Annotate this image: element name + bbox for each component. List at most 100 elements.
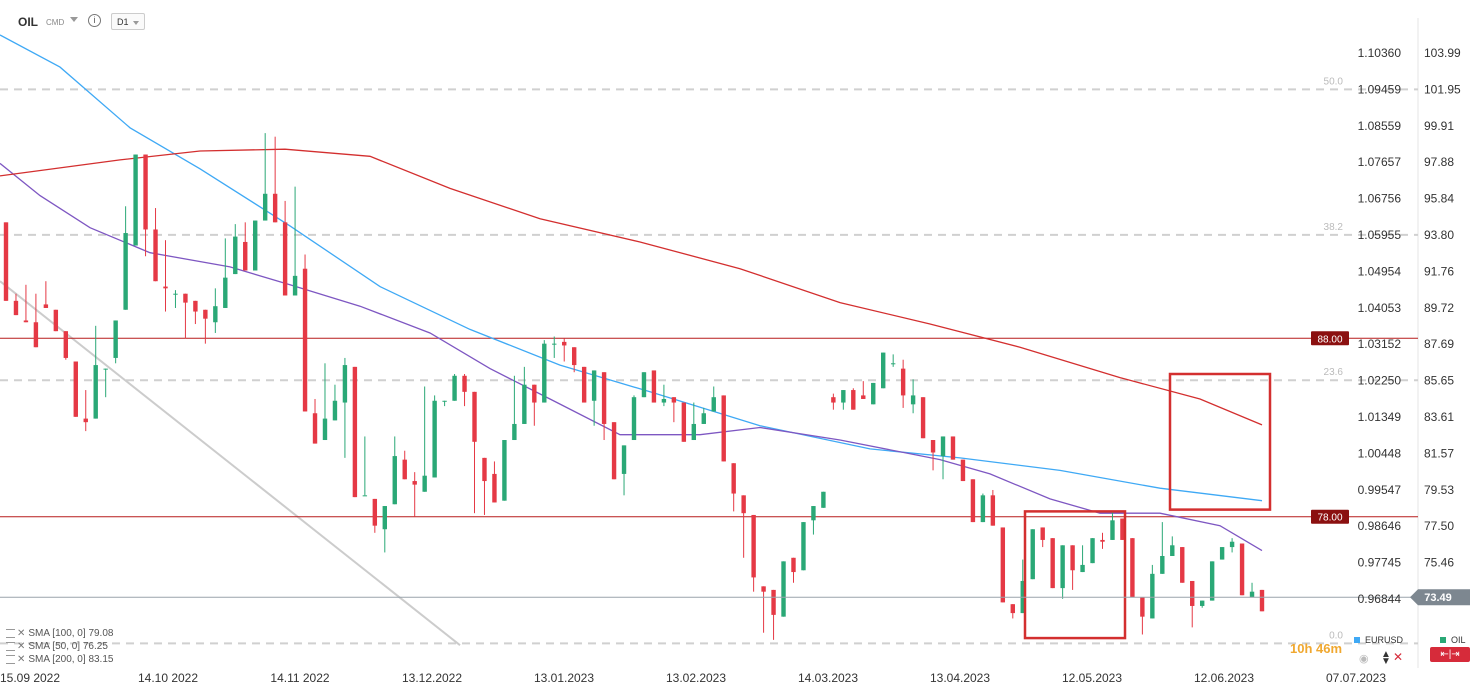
candle-body bbox=[831, 397, 836, 403]
reorder-icon[interactable]: ▲ ▼ bbox=[1381, 649, 1391, 667]
series-settings-button[interactable]: ⇤|⇥ bbox=[1430, 647, 1470, 662]
indicator-value: 83.15 bbox=[88, 654, 114, 665]
remove-icon[interactable]: ✕ bbox=[17, 641, 26, 652]
candle bbox=[940, 436, 946, 480]
drag-icon[interactable] bbox=[6, 628, 15, 638]
candle-body bbox=[920, 397, 926, 439]
info-icon[interactable]: i bbox=[88, 14, 101, 27]
fib-level-label: 0.0 bbox=[1329, 630, 1343, 641]
candle bbox=[811, 506, 816, 535]
candle-body bbox=[372, 498, 378, 526]
eurusd-tick-label: 0.98646 bbox=[1358, 519, 1402, 533]
candle bbox=[1070, 545, 1075, 590]
candle-body bbox=[671, 397, 677, 403]
candle bbox=[611, 422, 617, 480]
symbol-name[interactable]: OIL bbox=[18, 15, 38, 29]
candle-body bbox=[611, 422, 617, 480]
candle bbox=[851, 388, 856, 410]
chevron-down-icon bbox=[133, 21, 139, 25]
candle bbox=[731, 463, 736, 512]
candle-body bbox=[223, 277, 228, 308]
candle-body bbox=[482, 457, 487, 482]
current-price-label: 73.49 bbox=[1424, 592, 1452, 604]
indicator-sma50[interactable]: ✕ SMA [50, 0] 76.25 bbox=[6, 640, 113, 653]
candle bbox=[751, 514, 756, 592]
horizontal-levels: 88.00 78.00 bbox=[0, 331, 1418, 524]
candle-body bbox=[23, 320, 29, 323]
candle bbox=[771, 589, 776, 640]
candle-body bbox=[422, 475, 427, 492]
level-tag bbox=[1311, 509, 1349, 524]
candle bbox=[841, 390, 846, 410]
chart-footer: 10h 46m EURUSD OIL ◉ ▲ ▼ ✕ ⇤|⇥ bbox=[1290, 633, 1482, 667]
indicator-sma100[interactable]: ✕ SMA [100, 0] 79.08 bbox=[6, 627, 113, 640]
candle bbox=[482, 457, 487, 515]
candle-body bbox=[173, 293, 178, 295]
candle bbox=[312, 398, 318, 444]
eye-icon[interactable]: ◉ bbox=[1359, 653, 1369, 665]
candle bbox=[601, 372, 607, 441]
candle-body bbox=[890, 363, 896, 365]
candle-body bbox=[731, 463, 736, 494]
candle-body bbox=[1190, 580, 1195, 606]
candle-body bbox=[3, 222, 9, 301]
close-icon[interactable]: ✕ bbox=[1393, 650, 1404, 664]
drag-icon[interactable] bbox=[6, 641, 15, 651]
candle-body bbox=[691, 423, 697, 441]
candle bbox=[113, 320, 118, 364]
indicator-sma200[interactable]: ✕ SMA [200, 0] 83.15 bbox=[6, 653, 113, 666]
symbol-dropdown-icon[interactable] bbox=[70, 17, 78, 22]
candle-body bbox=[1070, 545, 1075, 571]
candle bbox=[372, 498, 378, 533]
candle-body bbox=[601, 372, 607, 424]
timeframe-select[interactable]: D1 bbox=[111, 13, 145, 30]
candle bbox=[900, 359, 906, 408]
candle bbox=[1100, 532, 1105, 549]
candle-body bbox=[1030, 529, 1035, 580]
candle bbox=[1120, 518, 1125, 540]
x-tick-label: 14.03.2023 bbox=[798, 671, 858, 685]
drag-icon[interactable] bbox=[6, 654, 15, 664]
candle-body bbox=[1000, 527, 1006, 603]
candle-body bbox=[542, 343, 547, 403]
candle-body bbox=[1180, 547, 1185, 583]
candle bbox=[352, 366, 358, 498]
candle-body bbox=[1130, 538, 1135, 598]
candle bbox=[23, 284, 29, 323]
candle bbox=[980, 493, 986, 523]
candle bbox=[1010, 604, 1015, 619]
oil-tick-label: 89.72 bbox=[1424, 301, 1454, 315]
candle bbox=[83, 390, 88, 432]
candle-body bbox=[1209, 561, 1215, 601]
oil-tick-label: 87.69 bbox=[1424, 337, 1454, 351]
candle-body bbox=[1170, 545, 1175, 556]
candle bbox=[831, 393, 836, 410]
candle bbox=[990, 489, 996, 526]
candle-body bbox=[13, 300, 19, 316]
remove-icon[interactable]: ✕ bbox=[17, 654, 26, 665]
oil-tick-label: 81.57 bbox=[1424, 446, 1454, 460]
candle bbox=[342, 357, 348, 458]
candle bbox=[1090, 538, 1095, 564]
candle bbox=[13, 293, 19, 316]
candle-body bbox=[701, 413, 706, 424]
candle-body bbox=[581, 366, 587, 403]
eurusd-tick-label: 1.07657 bbox=[1358, 155, 1402, 169]
instrument-type: CMD bbox=[46, 18, 65, 27]
candle-body bbox=[93, 365, 98, 419]
candle bbox=[871, 382, 876, 405]
candle-body bbox=[153, 229, 158, 282]
candle-body bbox=[940, 436, 946, 457]
candle bbox=[302, 254, 308, 412]
oil-tick-label: 95.84 bbox=[1424, 192, 1454, 206]
candle-body bbox=[591, 370, 597, 401]
candle bbox=[1170, 536, 1175, 556]
x-tick-label: 13.01.2023 bbox=[534, 671, 594, 685]
candle-body bbox=[1080, 564, 1085, 573]
candle-body bbox=[681, 402, 687, 442]
candlesticks bbox=[3, 133, 1265, 640]
candle bbox=[791, 557, 796, 583]
indicators-legend: ✕ SMA [100, 0] 79.08 ✕ SMA [50, 0] 76.25 ✕… bbox=[6, 627, 113, 666]
remove-icon[interactable]: ✕ bbox=[17, 628, 26, 639]
